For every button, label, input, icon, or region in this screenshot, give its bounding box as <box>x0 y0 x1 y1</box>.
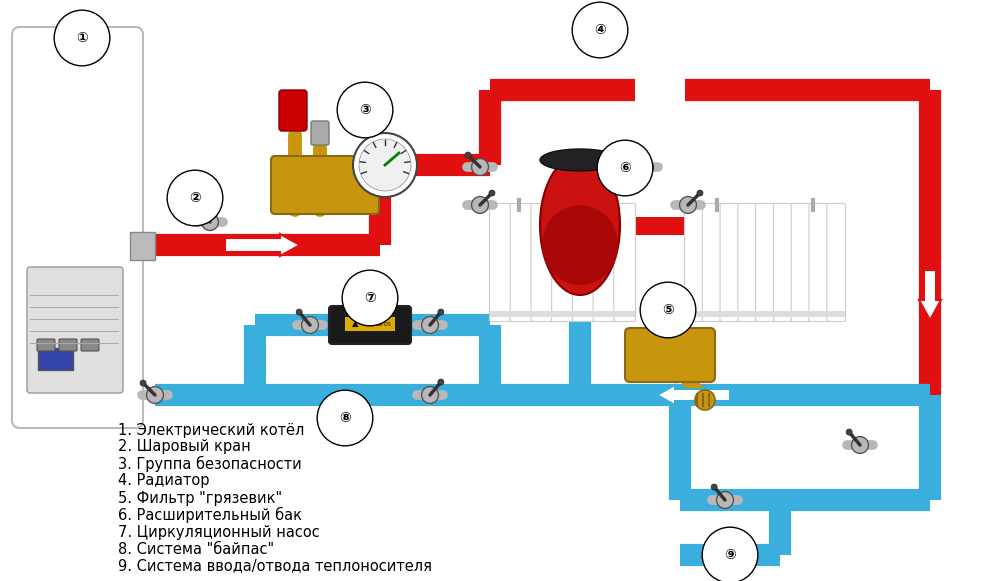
Text: 9. Система ввода/отвода теплоносителя: 9. Система ввода/отвода теплоносителя <box>118 558 432 573</box>
Bar <box>345 317 395 331</box>
Text: ⑨: ⑨ <box>724 548 736 562</box>
Circle shape <box>438 379 444 385</box>
Text: 2. Шаровый кран: 2. Шаровый кран <box>118 439 251 454</box>
FancyBboxPatch shape <box>684 203 703 321</box>
Text: GRUNDFOS: GRUNDFOS <box>364 321 392 327</box>
Text: 4. Радиатор: 4. Радиатор <box>118 474 210 489</box>
FancyArrow shape <box>919 270 941 320</box>
Circle shape <box>717 492 733 508</box>
Circle shape <box>465 152 471 158</box>
FancyBboxPatch shape <box>271 156 379 214</box>
FancyBboxPatch shape <box>552 203 573 321</box>
Text: ③: ③ <box>359 103 371 117</box>
Circle shape <box>695 390 715 410</box>
Bar <box>685 311 845 317</box>
FancyArrow shape <box>225 234 300 256</box>
FancyBboxPatch shape <box>490 203 511 321</box>
FancyBboxPatch shape <box>738 203 757 321</box>
FancyBboxPatch shape <box>311 121 329 145</box>
FancyBboxPatch shape <box>27 267 123 393</box>
Bar <box>130 232 155 260</box>
FancyBboxPatch shape <box>593 203 615 321</box>
Text: ④: ④ <box>594 23 606 37</box>
FancyBboxPatch shape <box>614 203 636 321</box>
Ellipse shape <box>542 205 618 285</box>
Circle shape <box>711 484 717 490</box>
FancyBboxPatch shape <box>702 203 721 321</box>
Circle shape <box>195 207 201 213</box>
FancyBboxPatch shape <box>756 203 774 321</box>
FancyBboxPatch shape <box>809 203 828 321</box>
Ellipse shape <box>540 149 620 171</box>
FancyBboxPatch shape <box>329 306 411 344</box>
Circle shape <box>697 190 703 196</box>
Circle shape <box>846 429 852 435</box>
Circle shape <box>202 214 218 231</box>
Bar <box>38 348 73 370</box>
FancyBboxPatch shape <box>531 203 553 321</box>
Circle shape <box>359 139 411 191</box>
Text: 6. Расширительный бак: 6. Расширительный бак <box>118 507 302 523</box>
FancyBboxPatch shape <box>59 339 77 351</box>
FancyBboxPatch shape <box>827 203 846 321</box>
Text: 1. Электрический котёл: 1. Электрический котёл <box>118 422 304 437</box>
FancyBboxPatch shape <box>37 339 55 351</box>
Bar <box>490 311 635 317</box>
Circle shape <box>422 317 438 333</box>
Circle shape <box>438 309 444 315</box>
FancyBboxPatch shape <box>81 339 99 351</box>
FancyBboxPatch shape <box>625 328 715 382</box>
Circle shape <box>472 159 488 175</box>
FancyBboxPatch shape <box>279 90 307 131</box>
Circle shape <box>489 190 495 196</box>
FancyBboxPatch shape <box>510 203 532 321</box>
Circle shape <box>353 133 417 197</box>
FancyBboxPatch shape <box>791 203 810 321</box>
Circle shape <box>680 196 696 213</box>
Text: ⑧: ⑧ <box>339 411 351 425</box>
FancyBboxPatch shape <box>572 203 594 321</box>
Text: ⑥: ⑥ <box>619 161 631 175</box>
Text: ⑦: ⑦ <box>364 291 376 305</box>
Text: ②: ② <box>189 191 201 205</box>
Circle shape <box>852 436 868 453</box>
Circle shape <box>140 380 146 386</box>
FancyBboxPatch shape <box>720 203 739 321</box>
FancyBboxPatch shape <box>773 203 792 321</box>
Circle shape <box>422 386 438 403</box>
Circle shape <box>302 317 318 333</box>
Circle shape <box>472 196 488 213</box>
Circle shape <box>147 386 163 403</box>
Text: 7. Циркуляционный насос: 7. Циркуляционный насос <box>118 525 320 540</box>
Bar <box>635 217 685 235</box>
Text: 8. Система "байпас": 8. Система "байпас" <box>118 541 274 557</box>
Text: ①: ① <box>76 31 88 45</box>
Text: 5. Фильтр "грязевик": 5. Фильтр "грязевик" <box>118 490 282 505</box>
Circle shape <box>632 150 638 156</box>
Circle shape <box>296 309 302 315</box>
FancyBboxPatch shape <box>12 27 143 428</box>
Circle shape <box>637 159 653 175</box>
Text: 3. Группа безопасности: 3. Группа безопасности <box>118 456 302 472</box>
Text: ⑤: ⑤ <box>662 303 674 317</box>
Ellipse shape <box>540 155 620 295</box>
Text: ▲: ▲ <box>352 320 358 328</box>
FancyArrow shape <box>657 385 730 405</box>
